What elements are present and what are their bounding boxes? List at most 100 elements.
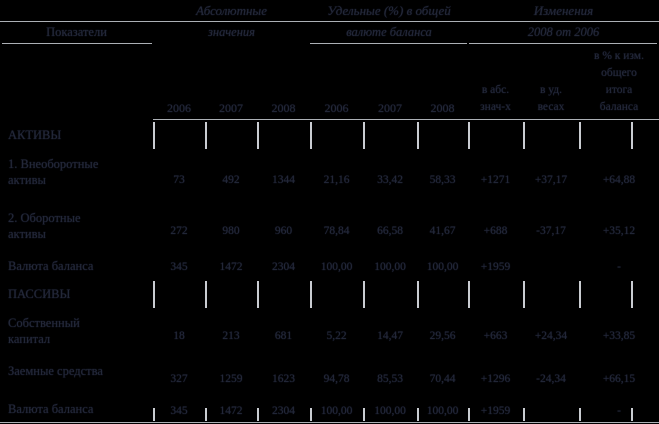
value-cell: 1472: [219, 405, 243, 417]
group-header-absolute-values-line2: значения: [208, 25, 255, 39]
value-cell: 980: [222, 225, 240, 237]
row-label-line: Валюта баланса: [8, 402, 94, 416]
column-tick: [310, 281, 312, 308]
value-cell: 41,67: [429, 225, 456, 237]
value-cell: 100,00: [374, 405, 406, 417]
change-col-line: в абс.: [481, 84, 510, 96]
column-tick: [205, 281, 207, 308]
change-col-line: знач-х: [480, 101, 511, 113]
change-col-line: весах: [537, 101, 565, 113]
row-label-line: Собственный: [8, 316, 80, 330]
column-tick: [205, 408, 207, 421]
value-cell: +66,15: [602, 373, 636, 385]
value-cell: 94,78: [323, 373, 350, 385]
column-tick: [468, 408, 470, 421]
value-cell: 272: [170, 225, 188, 237]
group-header-share-percent: Удельные (%) в общей: [327, 2, 451, 18]
value-cell: 492: [222, 174, 240, 186]
value-cell: -: [617, 405, 621, 417]
value-cell: 681: [274, 330, 293, 342]
column-tick: [523, 281, 525, 308]
value-cell: 33,42: [377, 174, 403, 186]
row-label-line: 1. Внеоборотные: [8, 157, 99, 171]
row-label: Заемные средства: [0, 360, 153, 398]
value-cell: 14,47: [377, 330, 403, 342]
column-tick: [579, 122, 581, 149]
column-tick: [310, 408, 312, 421]
row-label: Валюта баланса: [0, 398, 153, 424]
value-cell: 2304: [272, 405, 295, 417]
column-tick: [417, 408, 419, 421]
change-col-line: итога: [605, 84, 633, 96]
column-tick: [153, 122, 155, 149]
group-header-changes-line2: 2008 от 2006: [527, 25, 600, 39]
value-cell: +24,34: [534, 330, 568, 342]
value-cell: 345: [170, 260, 188, 273]
row-label: Валюта баланса: [0, 255, 153, 278]
indicators-column-header: Показатели: [46, 25, 107, 39]
column-tick: [417, 122, 419, 149]
table-row: Заемные средства 327 1259 1623 94,78 85,53 70…: [0, 360, 659, 398]
value-cell: 1344: [272, 174, 295, 186]
table-section-row: АКТИВЫ: [0, 119, 659, 153]
column-tick: [631, 408, 633, 421]
row-label: 2. Оборотные активы: [0, 207, 153, 255]
column-tick: [257, 408, 259, 421]
column-tick: [523, 408, 525, 421]
value-cell: 100,00: [426, 405, 459, 417]
value-cell: 18: [173, 330, 185, 342]
change-col-header-pct-of-total: в % к изм. общего итога баланса: [579, 48, 659, 119]
year-header: 2007: [219, 101, 243, 115]
value-cell: 345: [170, 405, 188, 417]
value-cell: 21,16: [323, 174, 350, 186]
value-cell: -: [617, 260, 621, 273]
row-label-line: капитал: [8, 332, 51, 346]
change-col-line: в уд.: [539, 84, 563, 96]
column-tick: [257, 122, 259, 149]
column-tick: [468, 281, 470, 308]
value-cell: +1959: [480, 260, 511, 273]
value-cell: 213: [222, 330, 240, 342]
table-row: 1. Внеоборотные активы 73 492 1344 21,16 33,4…: [0, 153, 659, 207]
value-cell: +35,12: [602, 225, 636, 237]
column-tick: [363, 281, 365, 308]
value-cell: 327: [170, 373, 188, 385]
column-tick: [363, 408, 365, 421]
rule-subheader-bottom: [153, 119, 659, 120]
value-cell: +33,85: [602, 330, 636, 342]
column-tick: [205, 122, 207, 149]
column-tick: [631, 281, 633, 308]
group-header-absolute-values: Абсолютные: [196, 2, 267, 18]
column-tick: [579, 281, 581, 308]
year-header: 2006: [324, 101, 349, 115]
year-header: 2007: [378, 101, 402, 115]
column-tick: [257, 281, 259, 308]
year-header: 2008: [430, 101, 455, 115]
section-label: АКТИВЫ: [8, 128, 62, 142]
value-cell: 70,44: [429, 373, 456, 385]
column-tick: [417, 281, 419, 308]
value-cell: 85,53: [377, 373, 403, 385]
value-cell: 78,84: [323, 225, 350, 237]
section-label: ПАССИВЫ: [8, 287, 71, 301]
column-tick: [468, 122, 470, 149]
row-label-line: 2. Оборотные: [8, 211, 81, 225]
table-body: АКТИВЫ 1. Внеоборотные активы 73 492 1344 21…: [0, 119, 659, 424]
value-cell: +1296: [480, 373, 511, 385]
header-row-2: Показатели значения валюте баланса 2008 …: [0, 21, 659, 44]
row-label-line: активы: [8, 227, 46, 241]
change-col-line: общего: [601, 67, 637, 79]
value-cell: 73: [173, 174, 185, 186]
value-cell: 66,58: [377, 225, 403, 237]
value-cell: +1271: [480, 174, 511, 186]
value-cell: 1623: [272, 373, 295, 385]
rule-group3-underline: [469, 43, 657, 44]
table-section-row: ПАССИВЫ: [0, 278, 659, 312]
value-cell: 5,22: [326, 330, 347, 342]
value-cell: 100,00: [320, 260, 353, 273]
value-cell: -37,17: [536, 225, 566, 237]
value-cell: +688: [483, 225, 508, 237]
column-tick: [631, 122, 633, 149]
column-tick: [310, 122, 312, 149]
row-label-line: Валюта баланса: [8, 259, 94, 273]
